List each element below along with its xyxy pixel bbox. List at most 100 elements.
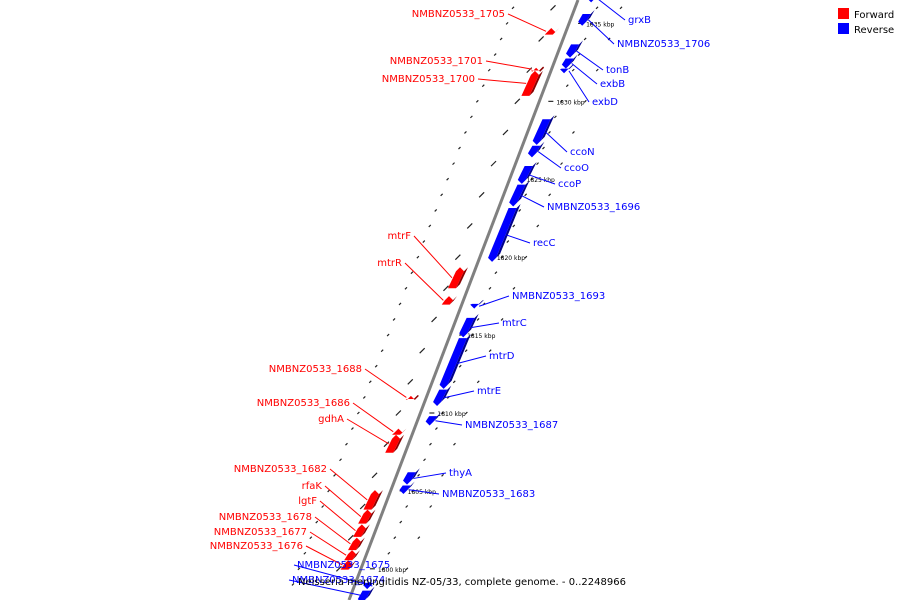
gene-block bbox=[517, 165, 533, 184]
gene-NMBNZ0533_1705[interactable]: NMBNZ0533_1705 bbox=[412, 9, 560, 35]
gene-NMBNZ0533_1706[interactable]: NMBNZ0533_1706 bbox=[578, 10, 710, 50]
gene-tonB[interactable]: tonB bbox=[565, 40, 629, 76]
gene-leader-line bbox=[305, 545, 343, 566]
scale-tick-label: 1825 kbp bbox=[527, 177, 555, 184]
reverse-ruler-mark bbox=[553, 115, 557, 119]
forward-ruler-mark bbox=[359, 503, 366, 510]
gene-grxB[interactable]: grxB bbox=[587, 0, 651, 26]
forward-ruler-mark bbox=[339, 458, 342, 462]
gene-mtrC[interactable]: mtrC bbox=[459, 313, 527, 338]
gene-NMBNZ0533_1674[interactable]: NMBNZ0533_1674 bbox=[288, 575, 385, 600]
gene-thyA[interactable]: thyA bbox=[403, 468, 472, 485]
gene-leader-line bbox=[444, 390, 475, 399]
legend-reverse-label: Reverse bbox=[854, 25, 895, 36]
reverse-ruler-mark bbox=[560, 162, 563, 166]
gene-block-side bbox=[393, 434, 405, 453]
gene-leader-line bbox=[309, 531, 347, 556]
gene-recC[interactable]: recC bbox=[488, 204, 556, 262]
gene-mtrF[interactable]: mtrF bbox=[387, 231, 468, 289]
gene-label: NMBNZ0533_1686 bbox=[257, 398, 350, 409]
forward-ruler-mark bbox=[493, 53, 497, 56]
reverse-ruler-mark bbox=[470, 333, 474, 337]
scale-tick-label: 1800 kbp bbox=[378, 567, 406, 574]
gene-mtrE[interactable]: mtrE bbox=[433, 385, 501, 406]
gene-block-side bbox=[413, 394, 419, 400]
forward-ruler-mark bbox=[392, 318, 396, 321]
forward-ruler-mark bbox=[469, 115, 473, 119]
gene-block bbox=[439, 338, 467, 389]
reverse-ruler-mark bbox=[506, 240, 510, 243]
gene-block-side bbox=[586, 10, 595, 22]
gene-exbD[interactable]: exbD bbox=[560, 64, 618, 108]
reverse-ruler-mark bbox=[494, 271, 498, 275]
gene-NMBNZ0533_1686[interactable]: NMBNZ0533_1686 bbox=[257, 398, 407, 435]
gene-block-side bbox=[356, 537, 365, 551]
gene-NMBNZ0533_1683[interactable]: NMBNZ0533_1683 bbox=[399, 481, 535, 500]
reverse-ruler-mark bbox=[387, 551, 391, 555]
gene-leader-line bbox=[477, 78, 527, 84]
reverse-ruler-mark bbox=[375, 582, 379, 586]
gene-block bbox=[459, 317, 475, 338]
gene-block bbox=[470, 303, 481, 309]
gene-lgtF[interactable]: lgtF bbox=[298, 496, 370, 537]
gene-block bbox=[344, 550, 357, 561]
gene-leader-line bbox=[568, 70, 590, 103]
forward-ruler-mark bbox=[538, 36, 545, 42]
reverse-ruler-mark bbox=[572, 131, 575, 134]
gene-exbB[interactable]: exbB bbox=[561, 54, 625, 90]
gene-label: mtrF bbox=[387, 231, 411, 242]
forward-ruler-mark bbox=[550, 4, 556, 11]
gene-NMBNZ0533_1678[interactable]: NMBNZ0533_1678 bbox=[219, 512, 365, 551]
forward-ruler-mark bbox=[347, 534, 354, 541]
reverse-ruler-mark bbox=[429, 505, 433, 508]
gene-NMBNZ0533_1677[interactable]: NMBNZ0533_1677 bbox=[214, 527, 361, 561]
scale-tick-label: 1815 kbp bbox=[467, 333, 495, 340]
reverse-ruler-mark bbox=[524, 255, 528, 259]
gene-mtrD[interactable]: mtrD bbox=[439, 334, 515, 389]
forward-ruler-mark bbox=[362, 395, 366, 399]
gene-label: gdhA bbox=[318, 414, 344, 425]
gene-mtrR[interactable]: mtrR bbox=[377, 258, 457, 305]
gene-block bbox=[441, 296, 453, 305]
gene-NMBNZ0533_1701[interactable]: NMBNZ0533_1701 bbox=[390, 56, 545, 72]
gene-block bbox=[560, 68, 570, 74]
gene-NMBNZ0533_1693[interactable]: NMBNZ0533_1693 bbox=[470, 291, 605, 309]
gene-block-side bbox=[371, 490, 383, 510]
gene-NMBNZ0533_1696[interactable]: NMBNZ0533_1696 bbox=[509, 180, 640, 213]
gene-NMBNZ0533_1682[interactable]: NMBNZ0533_1682 bbox=[234, 464, 383, 510]
forward-ruler-mark bbox=[446, 177, 450, 181]
gene-rfaK[interactable]: rfaK bbox=[302, 481, 376, 524]
reverse-ruler-mark bbox=[464, 349, 468, 353]
forward-ruler-mark bbox=[416, 255, 420, 259]
gene-block bbox=[348, 537, 361, 551]
forward-ruler-mark bbox=[335, 565, 342, 572]
gene-label: recC bbox=[533, 238, 556, 249]
gene-gdhA[interactable]: gdhA bbox=[318, 414, 405, 453]
reverse-ruler-mark bbox=[524, 193, 528, 197]
scale-tick-label: 1830 kbp bbox=[556, 99, 584, 106]
gene-label: NMBNZ0533_1705 bbox=[412, 9, 505, 20]
gene-ccoN[interactable]: ccoN bbox=[532, 115, 595, 158]
gene-leader-line bbox=[529, 174, 556, 185]
reverse-ruler-mark bbox=[500, 255, 504, 259]
gene-NMBNZ0533_1676[interactable]: NMBNZ0533_1676 bbox=[210, 541, 357, 570]
gene-ccoO[interactable]: ccoO bbox=[527, 141, 589, 174]
gene-NMBNZ0533_1687[interactable]: NMBNZ0533_1687 bbox=[425, 412, 559, 431]
gene-ccoP[interactable]: ccoP bbox=[517, 161, 581, 190]
gene-label: NMBNZ0533_1677 bbox=[214, 527, 307, 538]
gene-NMBNZ0533_1700[interactable]: NMBNZ0533_1700 bbox=[382, 70, 543, 96]
forward-ruler-mark bbox=[395, 410, 402, 416]
gene-block-side bbox=[525, 161, 537, 180]
reverse-swatch bbox=[838, 23, 849, 34]
reverse-ruler-mark bbox=[440, 411, 444, 415]
gene-block bbox=[447, 267, 464, 289]
gene-block-side bbox=[552, 28, 560, 35]
gene-block-side bbox=[352, 550, 361, 561]
gene-NMBNZ0533_1688[interactable]: NMBNZ0533_1688 bbox=[269, 364, 419, 400]
gene-leader-line bbox=[545, 131, 568, 153]
reverse-ruler-mark bbox=[583, 99, 587, 103]
gene-block-side bbox=[568, 64, 574, 70]
gene-NMBNZ0533_1675[interactable]: NMBNZ0533_1675 bbox=[293, 560, 390, 590]
gene-block-side bbox=[447, 334, 471, 385]
gene-block bbox=[521, 70, 539, 96]
